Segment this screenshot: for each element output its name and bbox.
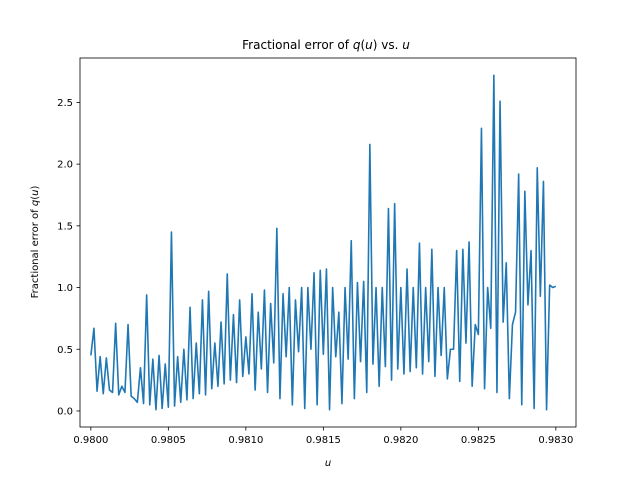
title-var: u	[365, 38, 373, 52]
chart-title: Fractional error of q(u) vs. u	[242, 38, 410, 52]
x-tick-label: 0.9820	[383, 435, 418, 446]
plot-area	[90, 74, 557, 411]
y-tick-label: 0.5	[57, 345, 73, 356]
y-tick-label: 2.5	[57, 98, 73, 109]
y-tick-label: 2.0	[57, 160, 73, 171]
x-tick-label: 0.9800	[73, 435, 108, 446]
y-tick-label: 1.5	[57, 221, 73, 232]
ylabel-var: u	[30, 190, 41, 196]
y-axis-label: Fractional error of q(u)	[30, 186, 41, 299]
plot-frame	[79, 57, 577, 428]
title-tail: u	[402, 38, 410, 52]
ylabel-func: q	[30, 200, 41, 206]
title-func: q	[353, 38, 361, 52]
title-prefix: Fractional error of	[242, 38, 353, 52]
ylabel-prefix: Fractional error of	[30, 206, 41, 298]
x-tick-label: 0.9805	[151, 435, 186, 446]
x-axis-label: u	[325, 458, 331, 469]
series-line	[90, 74, 557, 411]
y-tick-label: 1.0	[57, 283, 73, 294]
x-tick-label: 0.9815	[306, 435, 341, 446]
x-tick-label: 0.9810	[228, 435, 263, 446]
y-tick-label: 0.0	[57, 406, 73, 417]
ylabel-open: (	[30, 196, 41, 200]
x-tick-label: 0.9825	[461, 435, 496, 446]
x-tick-label: 0.9830	[538, 435, 573, 446]
title-open: (	[360, 38, 365, 52]
x-axis-ticks: 0.9800 0.9805 0.9810 0.9815 0.9820 0.9825 0.98…	[73, 427, 573, 446]
title-mid: vs.	[377, 38, 402, 52]
ylabel-close: )	[30, 186, 41, 190]
title-close: )	[373, 38, 378, 52]
y-axis-ticks: 0.0 0.5 1.0 1.5 2.0 2.5	[57, 98, 80, 417]
